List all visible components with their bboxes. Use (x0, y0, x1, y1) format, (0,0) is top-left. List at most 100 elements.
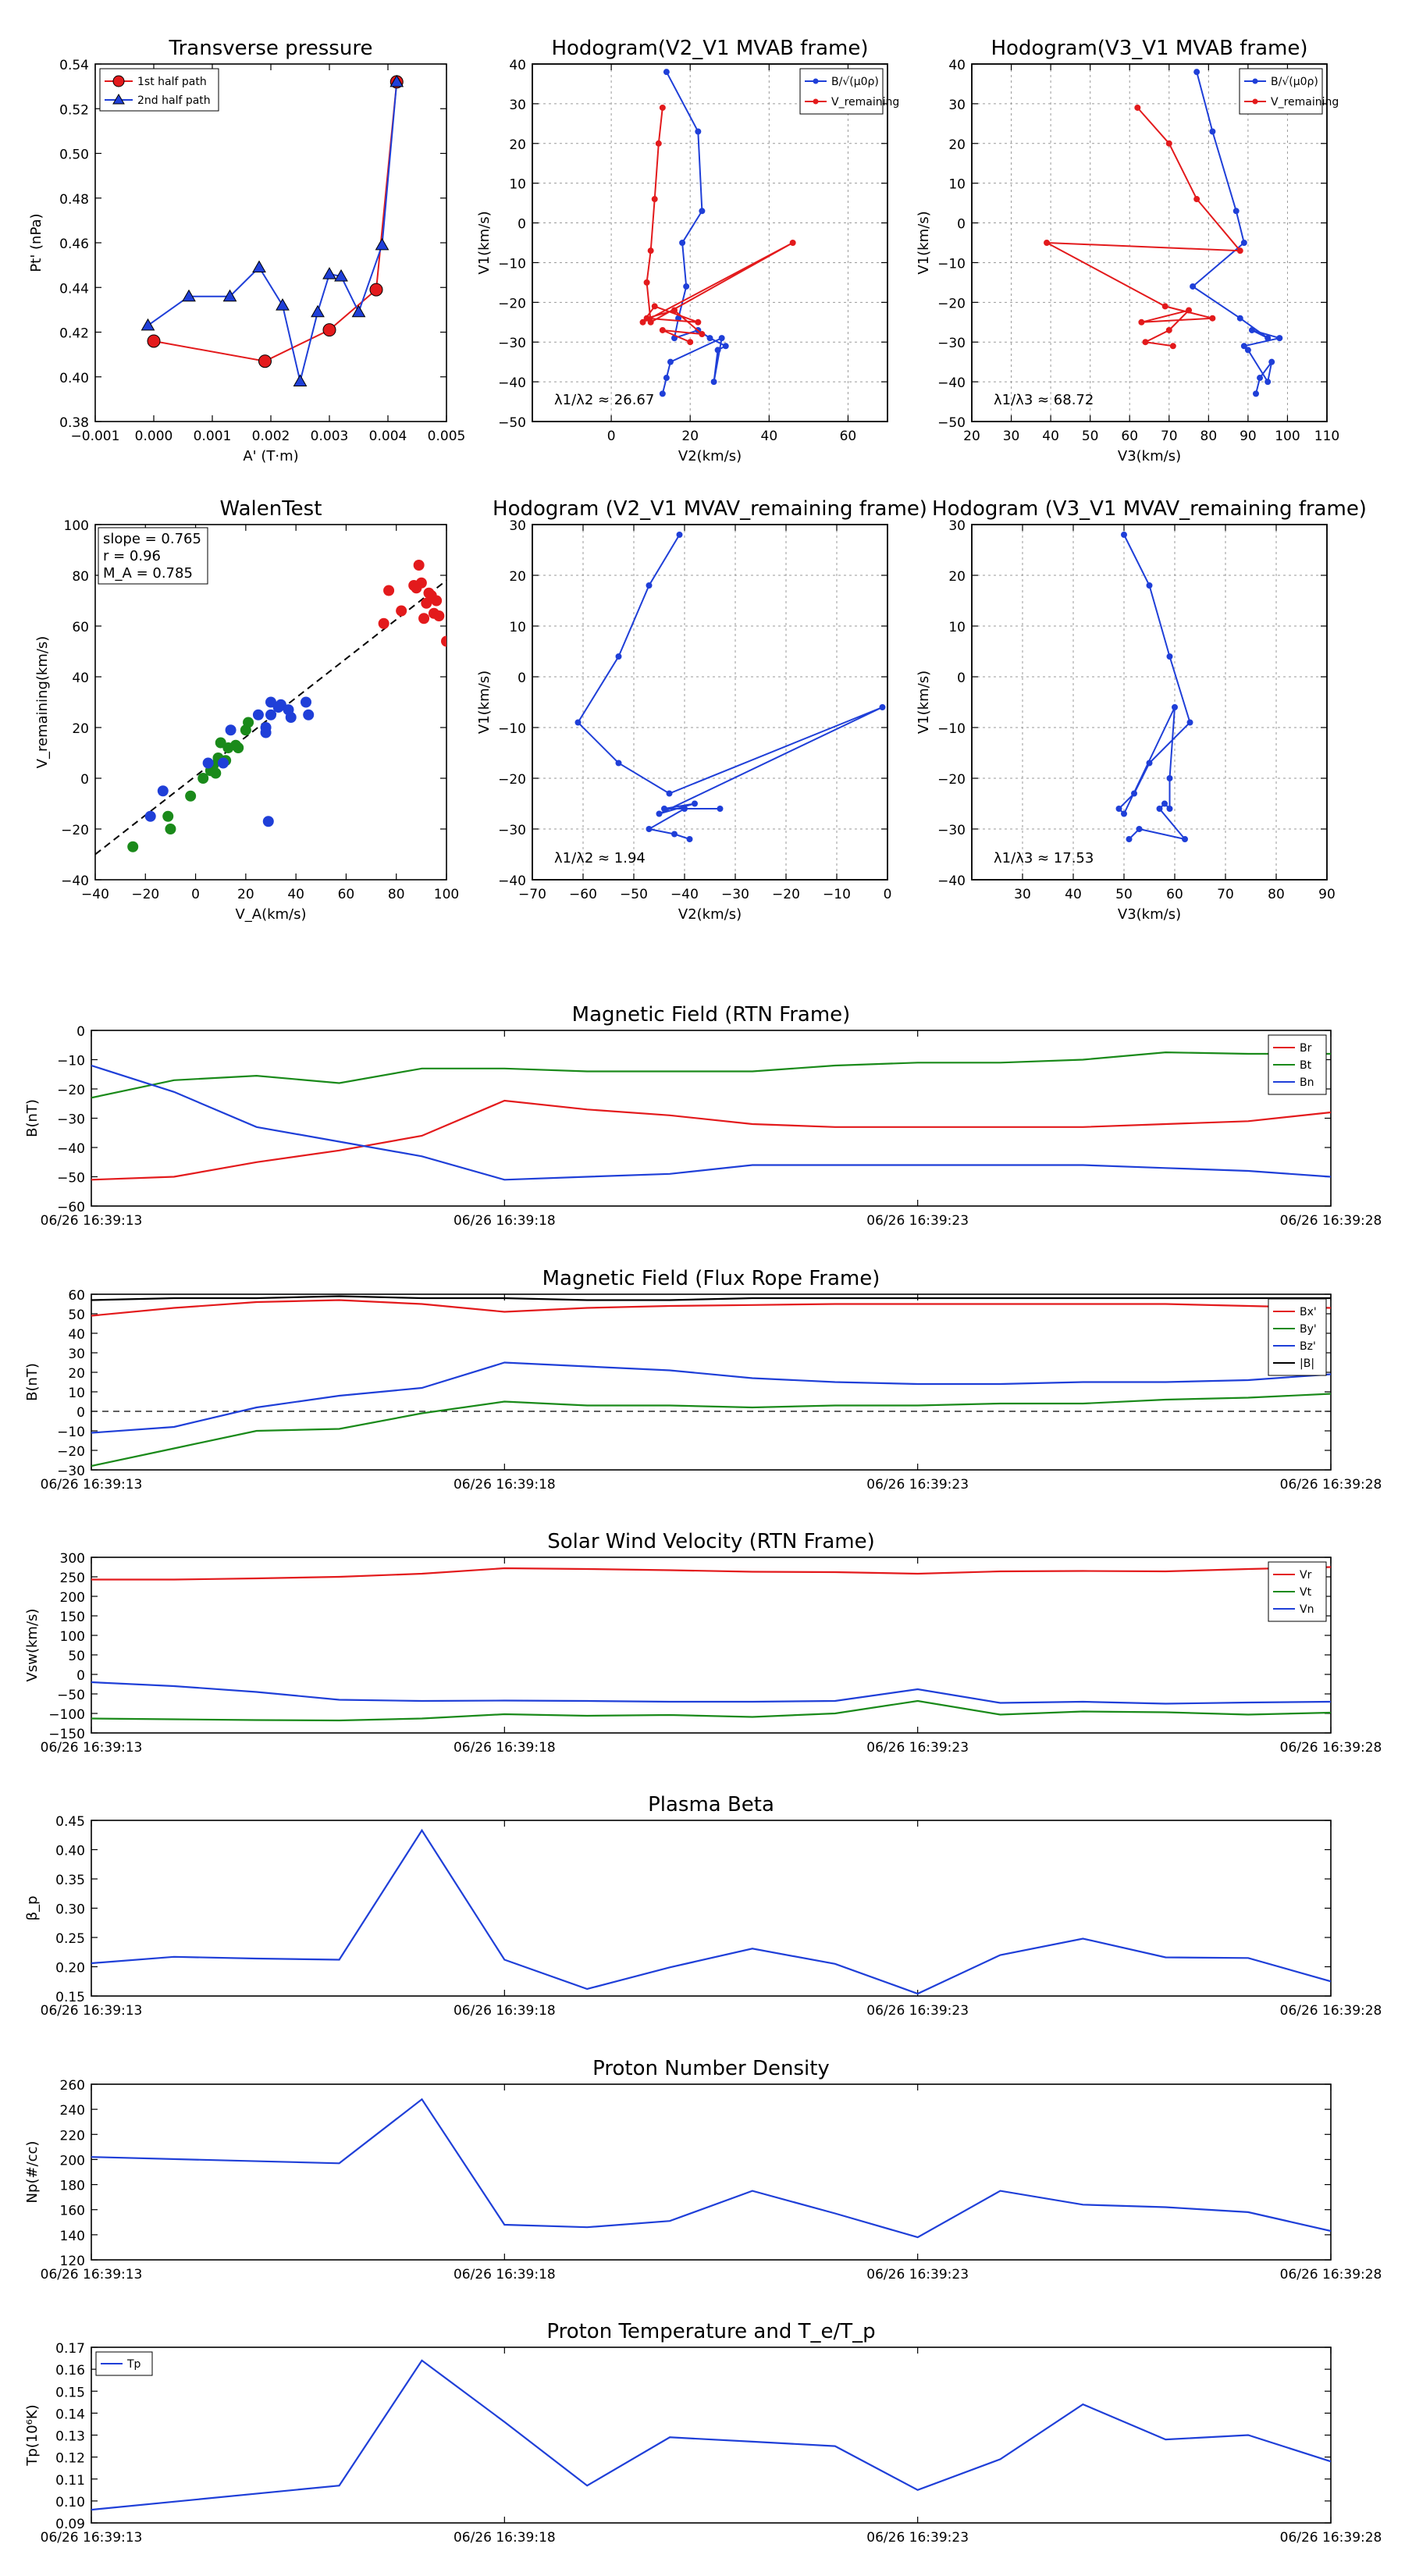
legend-label: B/√(μ0ρ) (1271, 76, 1318, 88)
series-point-1 (659, 326, 666, 333)
point-red (418, 613, 430, 624)
y-tick-label: 40 (509, 58, 526, 73)
x-tick-label: 60 (338, 887, 355, 902)
y-tick-label: 0.14 (55, 2407, 85, 2422)
series-point-0 (1264, 379, 1272, 386)
stats-frame (98, 527, 208, 585)
series-point-1 (639, 318, 646, 326)
point-2nd-half (182, 289, 196, 302)
eigen-ratio: λ1/λ3 ≈ 68.72 (994, 392, 1094, 408)
series-point-0 (1209, 128, 1216, 135)
x-tick-label: 06/26 16:39:13 (41, 1740, 143, 1756)
series-point-0 (1115, 806, 1122, 812)
point-2nd-half (252, 260, 266, 272)
y-tick-label: 10 (509, 620, 526, 635)
y-axis-label: β_p (24, 1896, 41, 1921)
x-tick-label: −20 (772, 887, 800, 902)
legend-label: V_remaining (1271, 96, 1339, 109)
series-point-0 (695, 128, 702, 135)
y-tick-label: 150 (60, 1610, 85, 1625)
x-tick-label: 80 (1200, 429, 1218, 444)
series-line-Tp (91, 2359, 1331, 2511)
x-tick-label: 30 (1003, 429, 1020, 444)
y-tick-label: 0 (957, 671, 966, 686)
series-point-1 (695, 318, 702, 326)
series-point-1 (687, 339, 694, 346)
x-tick-label: 100 (1275, 429, 1300, 444)
legend: Br Bt Bn (1268, 1034, 1327, 1095)
chart-h1: Hodogram(V2_V1 MVAB frame) −50 −40 −30 −20 −1… (476, 37, 899, 464)
x-axis-label: V2(km/s) (678, 448, 742, 464)
legend: 1st half path 2nd half path (99, 68, 219, 112)
x-tick-label: 110 (1314, 429, 1339, 444)
x-tick-label: 06/26 16:39:23 (866, 1477, 969, 1493)
x-tick-label: 06/26 16:39:13 (41, 2003, 143, 2019)
x-tick-label: 0.004 (369, 429, 407, 444)
y-tick-label: −10 (937, 256, 966, 272)
y-tick-label: 0 (518, 671, 526, 686)
plot-border (971, 63, 1328, 422)
y-tick-label: −40 (498, 873, 526, 889)
y-tick-label: 0.38 (59, 415, 89, 431)
series-point-0 (710, 379, 717, 386)
series-point-1 (1236, 247, 1243, 254)
y-tick-label: 0.16 (55, 2363, 85, 2379)
y-tick-label: 0.17 (55, 2341, 85, 2357)
series-point-1 (1209, 315, 1216, 322)
y-tick-label: −50 (57, 1171, 85, 1187)
x-tick-label: 30 (1014, 887, 1031, 902)
x-tick-label: 0.000 (135, 429, 173, 444)
x-axis-label: V3(km/s) (1118, 906, 1181, 923)
point-2nd-half (389, 74, 404, 87)
point-green (127, 841, 139, 852)
series-line-Np (91, 2097, 1331, 2239)
y-tick-label: 0.52 (59, 102, 89, 118)
point-blue (265, 709, 276, 720)
series-point-0 (1166, 653, 1173, 660)
series-point-0 (1121, 532, 1127, 538)
plot-area (91, 2083, 1332, 2261)
x-tick-label: 06/26 16:39:18 (454, 2003, 556, 2019)
series-point-0 (671, 831, 678, 838)
series-point-0 (1186, 719, 1193, 726)
series-line-Br (91, 1099, 1331, 1181)
y-tick-label: −10 (937, 721, 966, 737)
x-tick-label: 60 (1166, 887, 1183, 902)
legend-marker (112, 75, 125, 87)
x-tick-label: 80 (1268, 887, 1285, 902)
point-blue (301, 696, 311, 708)
series-point-1 (651, 303, 658, 310)
legend-label: Tp (126, 2358, 141, 2371)
series-point-0 (646, 582, 653, 589)
x-tick-label: 06/26 16:39:28 (1280, 1213, 1382, 1229)
point-blue (157, 785, 169, 797)
series-point-0 (1121, 810, 1127, 817)
chart-h2: Hodogram(V3_V1 MVAB frame) −50 −40 −30 −20 −1… (916, 37, 1339, 464)
y-axis-label: Tp(10⁶K) (24, 2404, 41, 2466)
series-point-1 (1142, 339, 1149, 346)
y-tick-label: −20 (498, 296, 526, 311)
series-line-Vr (91, 1566, 1331, 1581)
x-tick-label: 06/26 16:39:23 (866, 2267, 969, 2282)
y-axis-label: Np(#/cc) (24, 2141, 41, 2204)
x-tick-label: 06/26 16:39:23 (866, 1740, 969, 1756)
x-tick-label: −10 (823, 887, 851, 902)
series-point-1 (1161, 303, 1168, 310)
series-line-Bt (91, 1051, 1331, 1099)
legend-label: Br (1300, 1042, 1312, 1055)
y-axis-label: B(nT) (24, 1099, 41, 1137)
series-point-0 (1232, 208, 1240, 215)
chart-title: Hodogram(V2_V1 MVAB frame) (551, 37, 868, 60)
series-point-1 (1193, 196, 1200, 203)
x-tick-label: −40 (670, 887, 699, 902)
y-tick-label: 20 (948, 137, 966, 153)
y-axis-label: V1(km/s) (476, 211, 493, 274)
point-red (413, 560, 425, 571)
y-tick-label: −20 (61, 823, 89, 838)
chart-title: Hodogram (V3_V1 MVAV_remaining frame) (932, 497, 1367, 521)
y-tick-label: 200 (60, 1590, 85, 1606)
legend-marker (813, 98, 819, 105)
series-point-1 (1186, 307, 1193, 314)
series-point-0 (676, 532, 683, 538)
x-tick-label: 60 (1121, 429, 1138, 444)
